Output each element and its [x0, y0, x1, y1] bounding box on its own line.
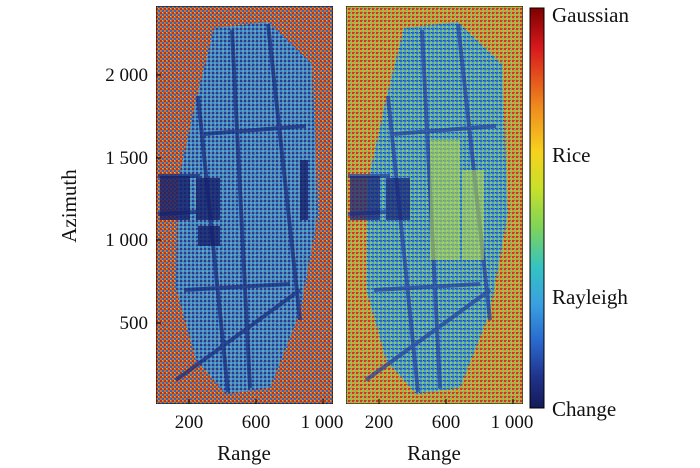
x-axis-label: Range: [217, 441, 271, 465]
left-panel: [156, 6, 333, 404]
colorbar-gradient: [529, 7, 545, 409]
x-tick-label: 600: [242, 412, 271, 433]
y-tick-label: 2 000: [105, 65, 148, 86]
x-tick-label: 200: [175, 412, 204, 433]
x-axis-label: Range: [407, 441, 461, 465]
x-tick-label: 600: [432, 412, 461, 433]
x-tick-label: 1 000: [301, 412, 344, 433]
x-tick-label: 1 000: [491, 412, 534, 433]
right-bright-blocks: [430, 140, 484, 260]
right-x-axis: 200 600 1 000 Range: [365, 399, 534, 465]
y-tick-label: 500: [120, 313, 149, 334]
left-dark-blocks: [160, 160, 308, 246]
left-y-axis: 2 000 1 500 1 000 500 Azimuth: [57, 65, 161, 334]
right-dark-blocks: [350, 176, 410, 220]
y-tick-label: 1 500: [105, 148, 148, 169]
colorbar: Gaussian Rice Rayleigh Change: [529, 3, 629, 421]
right-panel: [346, 6, 523, 404]
colorbar-label-gaussian: Gaussian: [552, 3, 629, 27]
left-x-axis: 200 600 1 000 Range: [175, 399, 344, 465]
y-tick-label: 1 000: [105, 230, 148, 251]
x-tick-label: 200: [365, 412, 394, 433]
colorbar-label-rice: Rice: [552, 143, 590, 167]
y-axis-label: Azimuth: [57, 169, 81, 243]
colorbar-label-rayleigh: Rayleigh: [552, 285, 628, 309]
colorbar-label-change: Change: [552, 397, 616, 421]
